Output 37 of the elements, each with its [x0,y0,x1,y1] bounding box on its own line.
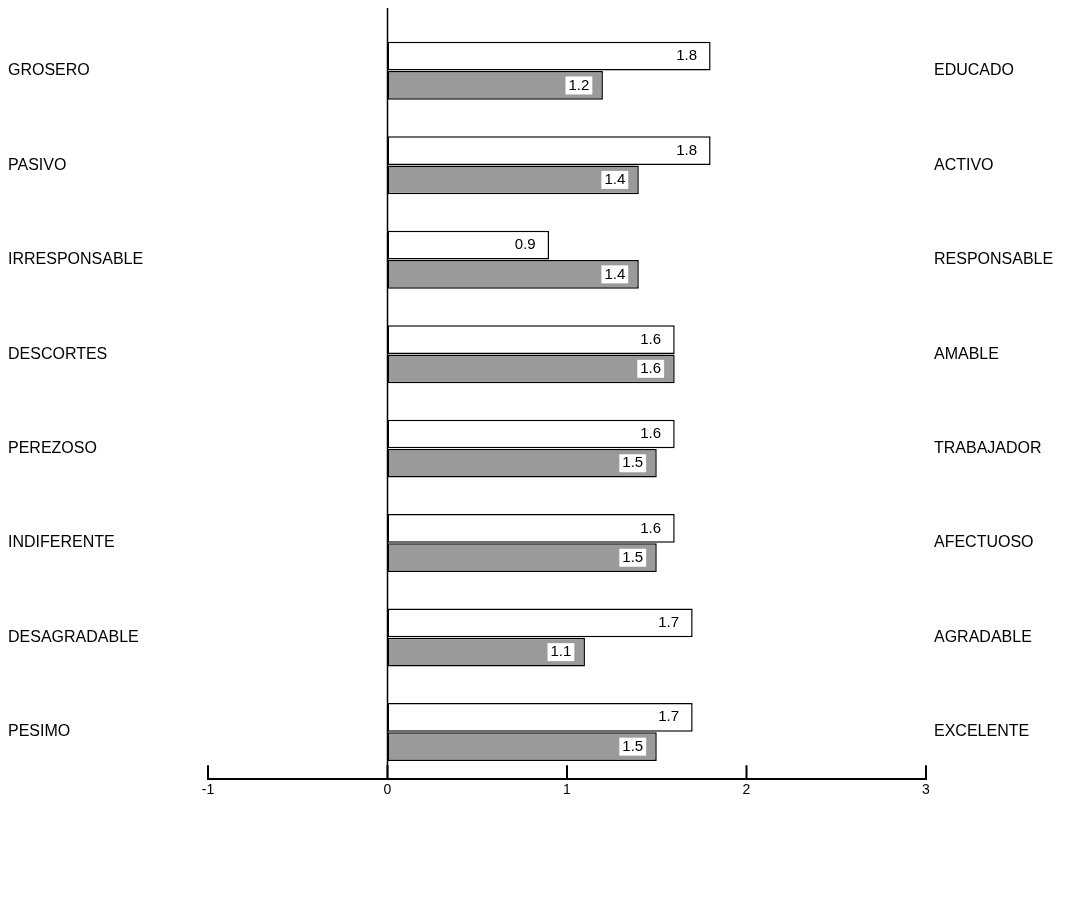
data-label: 1.8 [676,46,698,64]
y-tick-label: PASIVO [8,155,67,173]
y-tick-label: INDIFERENTE [8,533,115,551]
data-label: 1.6 [640,518,662,536]
y2-tick-label: EXCELENTE [934,722,1030,740]
data-label: 1.4 [604,264,626,282]
data-label: 1.4 [604,170,626,188]
y2-tick-label: TRABAJADOR [934,439,1042,457]
data-label: 1.2 [568,75,590,93]
y-tick-label: GROSERO [8,61,90,79]
y2-tick-label: ACTIVO [934,155,994,173]
x-tick-label: -1 [201,781,215,798]
data-label: 1.5 [622,736,644,754]
data-label: 1.5 [622,453,644,471]
y2-tick-label: EDUCADO [934,61,1015,79]
data-label: 1.6 [640,424,662,442]
data-label: 1.7 [658,707,680,725]
y2-tick-label: AGRADABLE [934,627,1032,645]
data-label: 1.6 [640,358,662,376]
y2-tick-label: RESPONSABLE [934,250,1054,268]
x-tick-label: 1 [563,781,572,798]
y-tick-label: PESIMO [8,722,71,740]
data-label: 1.6 [640,329,662,347]
y-tick-label: IRRESPONSABLE [8,250,144,268]
data-label: 1.5 [622,547,644,565]
y-tick-label: PEREZOSO [8,439,97,457]
x-tick-label: 2 [742,781,751,798]
data-label: 1.7 [658,613,680,631]
y2-tick-label: AFECTUOSO [934,533,1034,551]
data-label: 1.8 [676,140,698,158]
x-tick-label: 0 [383,781,392,798]
data-label: 0.9 [514,235,536,253]
data-label: 1.1 [550,642,572,660]
y2-tick-label: AMABLE [934,344,999,362]
y-tick-label: DESAGRADABLE [8,627,139,645]
x-tick-label: 3 [922,781,931,798]
y-tick-label: DESCORTES [8,344,108,362]
